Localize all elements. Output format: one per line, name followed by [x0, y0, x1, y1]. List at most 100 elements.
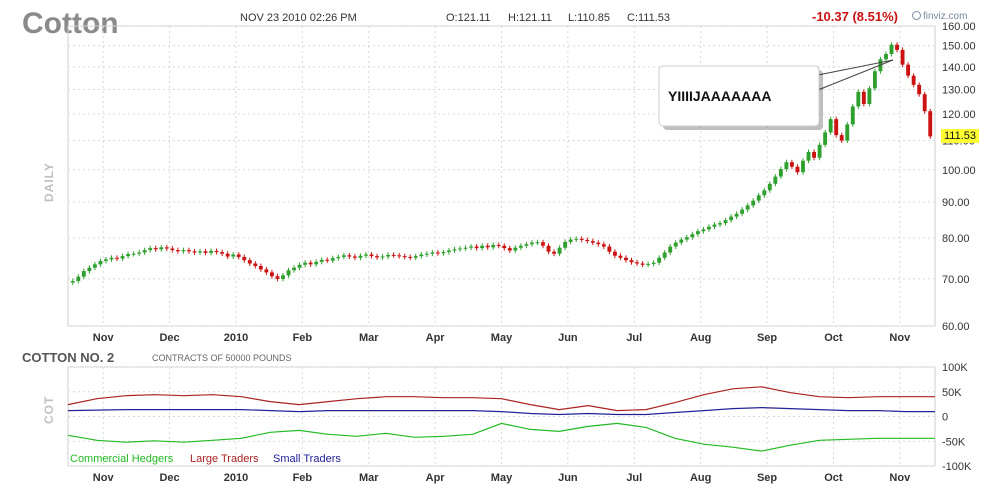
candle-body [889, 44, 894, 55]
candle-body [424, 253, 429, 255]
candle-body [192, 251, 197, 253]
candle-body [269, 272, 274, 277]
candle-body [684, 237, 689, 240]
candle-body [928, 111, 933, 137]
candle-body [773, 176, 778, 184]
candle-body [380, 256, 385, 258]
candle-body [480, 245, 485, 249]
candle-body [756, 195, 761, 201]
candle-body [751, 200, 756, 206]
price-x-tick-label: Nov [889, 332, 911, 344]
brand-link[interactable]: finviz.com [912, 11, 967, 22]
candle-body [109, 257, 114, 260]
cot-x-tick-label: Dec [159, 472, 179, 484]
cot-y-tick-label: 100K [942, 362, 968, 374]
candle-body [463, 247, 468, 249]
candle-body [823, 132, 828, 145]
cot-panel-note: CONTRACTS OF 50000 POUNDS [152, 353, 292, 363]
candle-body [441, 252, 446, 254]
candle-body [867, 88, 872, 104]
cot-x-tick-label: Oct [824, 472, 843, 484]
cot-x-tick-label: May [491, 472, 513, 484]
cot-panel-title: COTTON NO. 2 [22, 350, 115, 365]
candle-body [159, 247, 164, 250]
candle-body [148, 248, 153, 251]
candle-body [513, 247, 518, 251]
candle-body [369, 254, 374, 257]
cot-x-tick-label: Jul [626, 472, 642, 484]
candle-body [806, 151, 811, 161]
candle-body [187, 250, 191, 252]
price-x-tick-label: Aug [690, 332, 711, 344]
candle-body [181, 250, 186, 252]
candle-body [541, 242, 545, 246]
price-x-tick-label: Apr [426, 332, 446, 344]
candle-body [585, 239, 590, 242]
candle-body [507, 248, 512, 251]
candle-body [900, 49, 905, 65]
candle-body [701, 229, 706, 232]
candle-body [131, 253, 136, 255]
candle-body [552, 251, 556, 254]
candle-body [795, 166, 800, 173]
price-x-tick-label: Nov [93, 332, 115, 344]
cot-y-tick-label: -100K [942, 461, 972, 473]
price-y-tick-label: 160.00 [942, 21, 976, 33]
candle-body [590, 241, 595, 243]
candle-body [247, 260, 252, 264]
candle-body [673, 242, 678, 247]
candle-body [695, 231, 700, 235]
candle-body [341, 255, 346, 257]
candle-body [198, 251, 202, 253]
candle-body [242, 256, 247, 261]
candle-body [745, 205, 750, 210]
candle-body [524, 244, 529, 246]
candle-body [325, 259, 330, 261]
candle-body [646, 263, 651, 265]
price-y-tick-label: 60.00 [942, 321, 970, 333]
cot-x-axis: Nov Dec 2010 Feb Mar Apr May Jun Jul Aug Sep Oct Nov [93, 472, 911, 484]
candle-body [430, 252, 435, 254]
candle-body [662, 252, 667, 258]
candle-body [402, 256, 407, 258]
cot-x-tick-label: Aug [690, 472, 711, 484]
candle-body [651, 262, 656, 264]
candle-body [491, 244, 496, 248]
candle-body [845, 124, 850, 141]
candle-body [834, 119, 839, 136]
candle-body [253, 263, 258, 267]
candle-body [801, 160, 805, 173]
cot-x-tick-label: Nov [889, 472, 911, 484]
candle-body [314, 261, 319, 265]
quote-high: H:121.11 [508, 12, 552, 24]
candle-body [81, 271, 86, 277]
candle-body [767, 183, 772, 191]
cot-x-tick-label: Sep [757, 472, 777, 484]
candle-body [712, 224, 717, 227]
candle-body [92, 264, 97, 268]
candle-body [435, 252, 440, 254]
candle-body [778, 169, 783, 177]
candle-body [469, 246, 474, 248]
candle-body [408, 256, 413, 258]
candle-body [707, 226, 711, 230]
annotation-callout [658, 59, 894, 130]
candle-body [375, 256, 379, 258]
candle-body [258, 266, 263, 270]
candle-body [734, 213, 739, 217]
candle-body [729, 216, 734, 221]
price-y-tick-label: 150.00 [942, 41, 976, 53]
candle-body [917, 84, 922, 95]
quote-close: C:111.53 [627, 12, 671, 24]
candle-body [236, 254, 241, 257]
candle-body [98, 261, 103, 265]
legend-commercial-hedgers: Commercial Hedgers [70, 453, 174, 465]
candle-body [126, 254, 131, 257]
candle-body [485, 245, 490, 248]
price-x-tick-label: Dec [159, 332, 179, 344]
candle-body [861, 91, 866, 104]
price-grid [67, 25, 936, 327]
price-y-tick-label: 90.00 [942, 197, 970, 209]
candle-body [895, 44, 899, 50]
